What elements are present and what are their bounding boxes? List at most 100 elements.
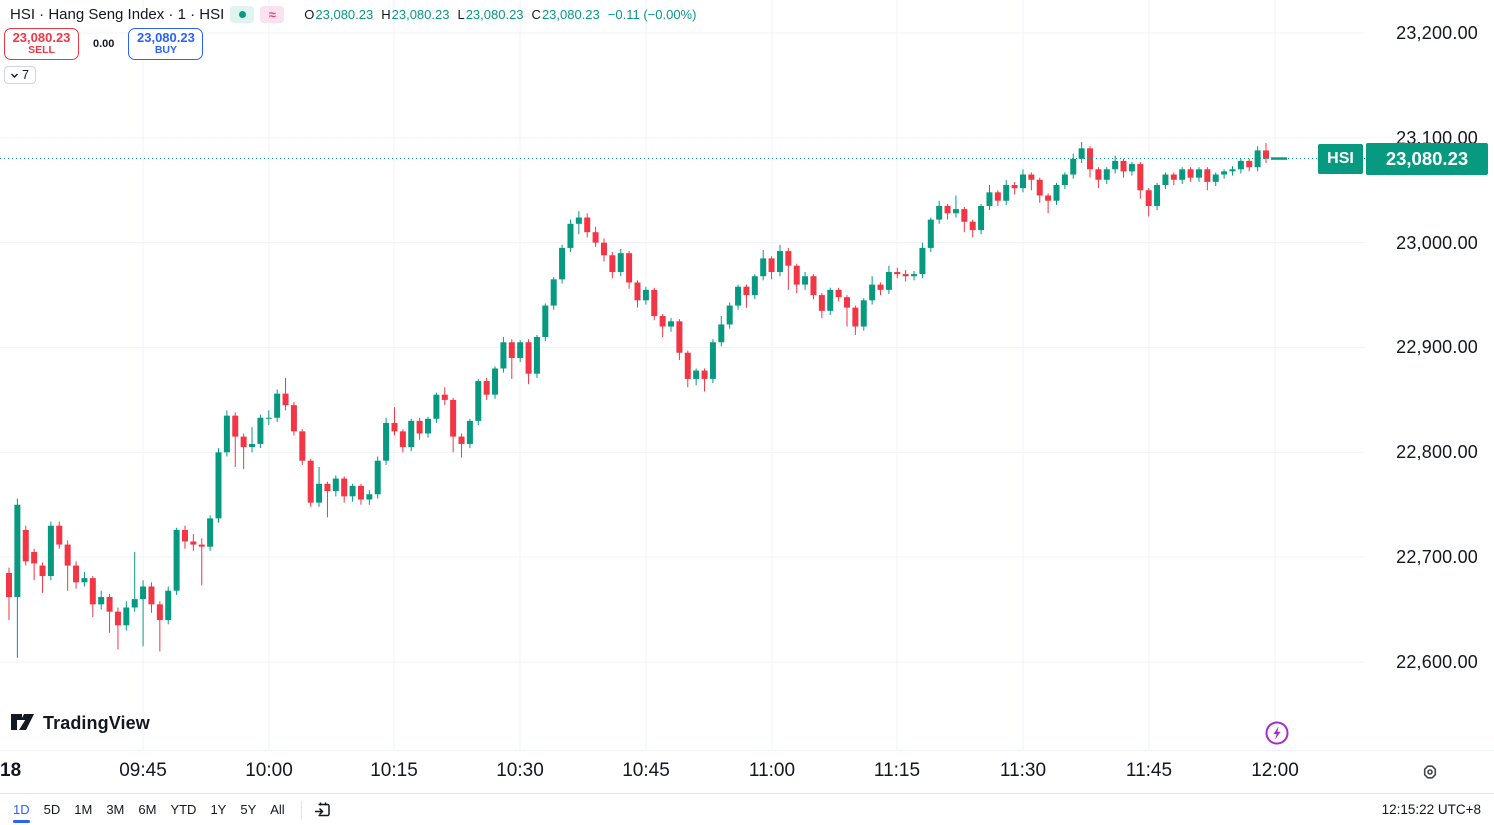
candle-body bbox=[1154, 185, 1161, 206]
candle-body bbox=[684, 352, 691, 379]
range-button-1d[interactable]: 1D bbox=[6, 798, 37, 823]
candle-body bbox=[240, 436, 247, 448]
candle-body bbox=[1011, 185, 1018, 189]
time-axis[interactable]: 18 09:45 10:00 10:15 10:30 10:45 11:00 11:15 11:… bbox=[0, 750, 1494, 793]
candle-body bbox=[1078, 148, 1085, 159]
candle-body bbox=[877, 284, 884, 290]
candle-body bbox=[31, 551, 38, 564]
candle-body bbox=[508, 342, 515, 358]
candle-body bbox=[735, 286, 742, 306]
time-axis-label: 10:30 bbox=[496, 760, 544, 781]
candle-body bbox=[944, 205, 951, 214]
candle-body bbox=[1263, 150, 1269, 159]
candle-body bbox=[466, 420, 473, 444]
price-axis[interactable]: 23,200.00 23,100.00 23,000.00 22,900.00 22,8… bbox=[1365, 0, 1494, 750]
candle-body bbox=[517, 342, 524, 358]
candle-body bbox=[1254, 150, 1261, 168]
symbol-title[interactable]: HSI · Hang Seng Index · 1 · HSI bbox=[10, 5, 225, 23]
candle-body bbox=[165, 590, 172, 621]
candle-body bbox=[73, 565, 80, 583]
buy-price: 23,080.23 bbox=[137, 30, 195, 46]
candle-body bbox=[1221, 171, 1228, 175]
bar-countdown-dropdown[interactable]: 7 bbox=[4, 66, 36, 84]
candle-body bbox=[383, 422, 390, 461]
candle-body bbox=[114, 611, 121, 626]
candle-body bbox=[341, 478, 348, 497]
tradingview-logo[interactable]: TradingView bbox=[10, 713, 150, 734]
range-button-1m[interactable]: 1M bbox=[74, 802, 93, 817]
time-axis-label: 09:45 bbox=[119, 760, 167, 781]
sell-button[interactable]: 23,080.23 SELL bbox=[4, 28, 79, 60]
candle-body bbox=[600, 242, 607, 256]
candle-body bbox=[1045, 195, 1052, 201]
candle-body bbox=[802, 276, 809, 285]
candlestick-chart[interactable] bbox=[0, 0, 1365, 750]
candle-body bbox=[349, 485, 356, 497]
candle-body bbox=[642, 289, 649, 301]
session-clock[interactable]: 12:15:22 UTC+8 bbox=[1381, 802, 1481, 817]
candle-body bbox=[919, 247, 926, 275]
candle-body bbox=[575, 217, 582, 224]
approx-icon[interactable]: ≈ bbox=[260, 5, 285, 23]
candle-body bbox=[433, 394, 440, 419]
price-axis-label: 22,800.00 bbox=[1396, 442, 1478, 463]
lightning-icon[interactable] bbox=[1263, 719, 1291, 747]
range-button-5y[interactable]: 5Y bbox=[240, 802, 257, 817]
candle-body bbox=[123, 607, 130, 626]
high-label: H bbox=[381, 6, 391, 22]
range-toolbar: 1D 5D 1M 3M 6M YTD 1Y 5Y All 12:15:22 UTC+8 bbox=[0, 793, 1494, 825]
time-axis-label: 11:45 bbox=[1125, 760, 1173, 781]
range-button-1y[interactable]: 1Y bbox=[210, 802, 227, 817]
candle-body bbox=[366, 494, 373, 500]
candle-body bbox=[1237, 160, 1244, 170]
candle-body bbox=[550, 279, 557, 306]
candle-body bbox=[668, 321, 675, 327]
price-axis-label: 22,900.00 bbox=[1396, 337, 1478, 358]
candle-body bbox=[14, 504, 21, 598]
candle-body bbox=[265, 417, 272, 419]
candle-body bbox=[232, 415, 239, 437]
candle-body bbox=[190, 541, 197, 545]
candle-body bbox=[659, 316, 666, 327]
candle-body bbox=[827, 289, 834, 311]
tradingview-logo-text: TradingView bbox=[43, 713, 150, 733]
buy-button[interactable]: 23,080.23 BUY bbox=[128, 28, 204, 60]
candle-body bbox=[89, 578, 96, 605]
range-button-all[interactable]: All bbox=[270, 802, 285, 817]
candle-body bbox=[860, 300, 867, 327]
candle-body bbox=[257, 417, 264, 444]
candle-body bbox=[1179, 169, 1186, 180]
candle-body bbox=[408, 420, 415, 448]
range-button-ytd[interactable]: YTD bbox=[170, 802, 197, 817]
candle-body bbox=[768, 258, 775, 273]
time-axis-label: 12:00 bbox=[1251, 760, 1299, 781]
candle-body bbox=[835, 289, 842, 298]
range-button-3m[interactable]: 3M bbox=[106, 802, 125, 817]
candle-body bbox=[718, 324, 725, 343]
candle-body bbox=[98, 597, 105, 605]
candle-body bbox=[626, 253, 633, 283]
candle-body bbox=[1170, 174, 1177, 180]
open-value: 23,080.23 bbox=[315, 6, 374, 22]
candle-body bbox=[751, 276, 758, 296]
candle-body bbox=[676, 321, 683, 353]
candle-body bbox=[441, 394, 448, 400]
range-button-5d[interactable]: 5D bbox=[43, 802, 61, 817]
candle-body bbox=[584, 217, 591, 233]
candle-body bbox=[425, 418, 431, 434]
candle-body bbox=[1070, 158, 1077, 175]
calendar-goto-icon[interactable] bbox=[311, 798, 335, 822]
candle-body bbox=[81, 578, 88, 583]
dot-icon[interactable] bbox=[230, 5, 255, 23]
gear-icon[interactable] bbox=[1420, 762, 1440, 782]
trade-widget: 23,080.23 SELL 0.00 23,080.23 BUY bbox=[4, 28, 204, 60]
range-button-6m[interactable]: 6M bbox=[138, 802, 157, 817]
candle-body bbox=[492, 368, 499, 395]
time-axis-label: 10:45 bbox=[622, 760, 670, 781]
candle-body bbox=[969, 221, 976, 231]
candle-body bbox=[994, 192, 1001, 201]
candle-body bbox=[1087, 148, 1094, 170]
candle-body bbox=[852, 307, 859, 327]
sell-label: SELL bbox=[28, 44, 55, 57]
